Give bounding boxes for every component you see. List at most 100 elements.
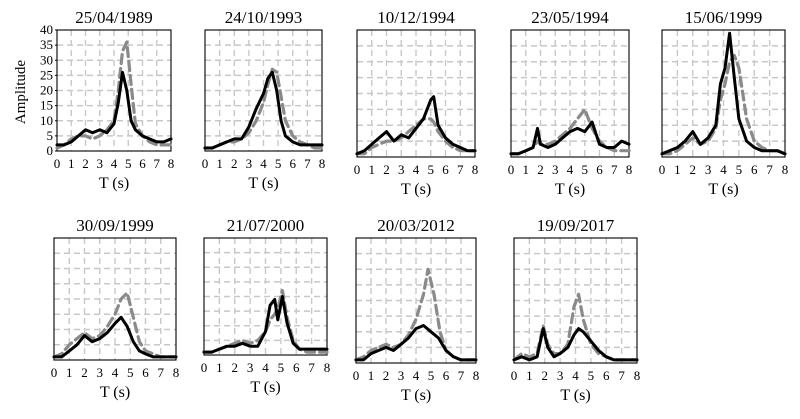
x-axis-label: T (s) (560, 387, 590, 404)
x-tick-label: 3 (705, 162, 712, 177)
x-tick-label: 4 (413, 368, 420, 383)
x-tick-label: 7 (158, 365, 165, 380)
chart-title: 20/03/2012 (377, 216, 454, 235)
x-tick-label: 7 (611, 162, 618, 177)
x-tick-label: 5 (125, 156, 132, 171)
x-tick-label: 0 (354, 162, 361, 177)
x-tick-label: 6 (603, 368, 610, 383)
x-tick-label: 8 (173, 365, 180, 380)
x-tick-label: 2 (542, 368, 549, 383)
x-tick-label: 2 (232, 360, 239, 375)
x-tick-label: 4 (112, 365, 119, 380)
series-line-solid (55, 70, 173, 147)
x-tick-label: 7 (618, 368, 625, 383)
x-tick-label: 1 (368, 368, 375, 383)
x-tick-label: 3 (247, 360, 254, 375)
x-tick-label: 0 (659, 162, 666, 177)
x-tick-label: 5 (278, 360, 285, 375)
series-line-dashed (55, 40, 173, 150)
x-tick-label: 0 (51, 365, 58, 380)
x-tick-label: 0 (54, 156, 61, 171)
x-tick-label: 5 (275, 156, 282, 171)
plot-frame (513, 237, 638, 364)
chart-title: 10/12/1994 (377, 8, 455, 27)
x-tick-label: 7 (458, 368, 465, 383)
x-tick-label: 4 (262, 360, 269, 375)
series-line-dashed (660, 53, 787, 156)
plot-frame (355, 237, 477, 364)
chart-title: 23/05/1994 (531, 8, 609, 27)
series-line-solid (202, 295, 329, 354)
grid (514, 238, 637, 363)
x-tick-label: 6 (596, 162, 603, 177)
chart-panel-8: 20/03/2012 0 1 2 3 4 5 6 7 8 T (s) (353, 216, 480, 404)
x-tick-label: 1 (674, 162, 681, 177)
x-tick-label: 1 (68, 156, 75, 171)
x-tick-label: 6 (290, 156, 297, 171)
x-tick-label: 7 (766, 162, 773, 177)
y-tick-label: 40 (40, 22, 53, 37)
x-tick-label: 3 (398, 368, 405, 383)
series-line-solid (509, 120, 631, 156)
x-tick-label: 6 (139, 156, 146, 171)
y-axis-label: Amplitude (13, 60, 29, 125)
x-tick-label: 2 (537, 162, 544, 177)
x-tick-label: 8 (782, 162, 789, 177)
x-axis-label: T (s) (401, 387, 431, 404)
x-tick-label: 1 (66, 365, 73, 380)
x-tick-label: 3 (557, 368, 564, 383)
chart-panel-7: 21/07/2000 0 1 2 3 4 5 6 7 8 T (s) (201, 216, 331, 396)
x-tick-label: 0 (353, 368, 360, 383)
grid (357, 30, 475, 157)
series-line-solid (354, 324, 478, 362)
chart-title: 21/07/2000 (227, 216, 304, 235)
x-tick-label: 8 (473, 368, 480, 383)
plot-frame (356, 29, 476, 158)
x-tick-label: 6 (142, 365, 149, 380)
x-tick-label: 8 (626, 162, 633, 177)
x-axis-label: T (s) (100, 384, 130, 401)
x-axis-label: T (s) (555, 181, 585, 198)
x-tick-label: 2 (81, 365, 88, 380)
series-line-solid (660, 31, 787, 156)
y-tick-label: 15 (40, 98, 53, 113)
x-tick-label: 2 (383, 162, 390, 177)
series-line-solid (203, 70, 324, 150)
chart-panel-2: 24/10/1993 0 1 2 3 4 5 6 7 8 T (s) (202, 8, 326, 192)
y-tick-label: 35 (40, 37, 53, 52)
x-tick-label: 7 (304, 156, 311, 171)
series-line-solid (512, 327, 639, 362)
x-axis-label: T (s) (99, 175, 129, 192)
y-tick-label: 30 (40, 52, 53, 67)
x-tick-label: 8 (319, 156, 326, 171)
y-tick-label: 25 (40, 67, 53, 82)
grid (356, 238, 476, 363)
x-tick-label: 4 (572, 368, 579, 383)
x-tick-label: 4 (567, 162, 574, 177)
x-tick-label: 6 (442, 162, 449, 177)
x-tick-label: 1 (523, 162, 530, 177)
y-tick-label: 20 (40, 83, 53, 98)
x-axis-label: T (s) (401, 181, 431, 198)
x-tick-label: 7 (308, 360, 315, 375)
grid (511, 30, 629, 157)
plot-frame (510, 29, 630, 158)
plot-frame (53, 237, 177, 361)
series-line-dashed (355, 117, 477, 156)
chart-title: 15/06/1999 (685, 8, 762, 27)
chart-title: 30/09/1999 (76, 216, 153, 235)
x-tick-label: 2 (231, 156, 238, 171)
chart-title: 24/10/1993 (225, 8, 302, 27)
x-tick-label: 8 (168, 156, 175, 171)
x-axis-label: T (s) (708, 181, 738, 198)
x-tick-label: 4 (111, 156, 118, 171)
y-tick-label: 10 (40, 113, 53, 128)
x-tick-label: 3 (398, 162, 405, 177)
x-tick-label: 0 (202, 156, 209, 171)
series-line-solid (52, 315, 178, 359)
chart-panel-4: 23/05/1994 0 1 2 3 4 5 6 7 8 T (s) (508, 8, 633, 198)
x-tick-label: 0 (511, 368, 518, 383)
chart-panel-9: 19/09/2017 0 1 2 3 4 5 6 7 8 T (s) (511, 216, 641, 404)
